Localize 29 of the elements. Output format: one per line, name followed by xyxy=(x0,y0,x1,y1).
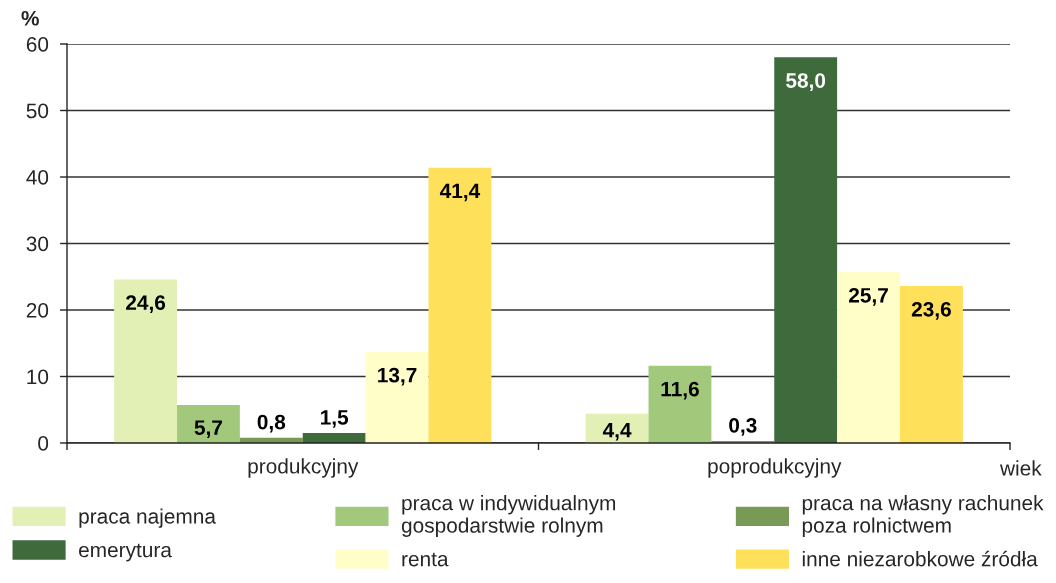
data-label: 13,7 xyxy=(378,367,417,386)
data-label: 24,6 xyxy=(126,295,166,314)
data-label: 11,6 xyxy=(661,381,699,400)
y-tick-label: 10 xyxy=(27,369,49,385)
legend-label: praca najemna xyxy=(79,508,216,528)
y-axis-title: % xyxy=(21,10,39,26)
legend-label: praca w indywidualnym gospodarstwie rolnym xyxy=(401,495,616,537)
data-label: 0,3 xyxy=(729,417,757,436)
data-label: 0,8 xyxy=(257,414,286,433)
x-axis-title: wiek xyxy=(999,460,1042,476)
data-label: 23,6 xyxy=(911,301,951,320)
legend-label: renta xyxy=(402,552,449,567)
y-tick-label: 40 xyxy=(26,170,49,185)
data-label: 5,7 xyxy=(194,420,223,438)
data-label: 1,5 xyxy=(321,410,349,428)
data-label: 25,7 xyxy=(849,287,888,306)
data-label: 58,0 xyxy=(786,73,826,91)
y-tick-label: 30 xyxy=(26,236,49,252)
x-tick-label: poprodukcyjny xyxy=(708,458,842,478)
legend-label: inne niezarobkowe źródła xyxy=(802,550,1038,567)
y-tick-label: 50 xyxy=(26,103,49,119)
y-tick-label: 0 xyxy=(38,436,49,451)
legend-label: emerytura xyxy=(79,543,172,562)
data-label: 4,4 xyxy=(602,423,632,441)
y-tick-label: 60 xyxy=(26,37,49,52)
y-tick-label: 20 xyxy=(26,303,49,318)
data-label: 41,4 xyxy=(439,183,481,202)
x-tick-label: produkcyjny xyxy=(248,458,359,478)
legend-label: praca na własny rachunek poza rolnictwem xyxy=(802,495,1044,537)
